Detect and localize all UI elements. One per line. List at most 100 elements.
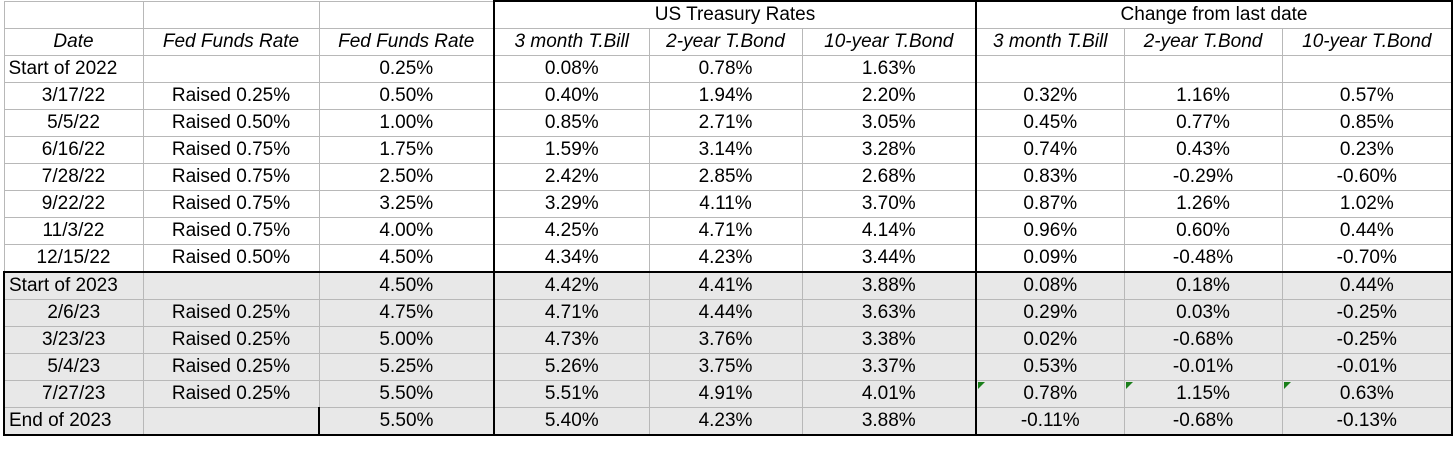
cell-change-10y[interactable]: -0.70% (1281, 244, 1454, 273)
cell-change-10y[interactable]: 1.02% (1281, 190, 1454, 218)
cell-change-3m[interactable]: 0.83% (975, 163, 1125, 191)
cell-tbond-2y[interactable]: 2.85% (648, 163, 803, 191)
cell-tbond-2y[interactable]: 1.94% (648, 82, 803, 110)
cell-tbond-10y[interactable]: 2.68% (801, 163, 978, 191)
cell-fed-rate[interactable]: 5.00% (318, 326, 495, 354)
cell-change-3m[interactable]: 0.96% (975, 217, 1125, 245)
cell-change-10y[interactable]: -0.01% (1281, 353, 1454, 381)
cell-fed-rate[interactable]: 4.50% (318, 244, 495, 273)
cell-fed-rate[interactable]: 1.00% (318, 109, 495, 137)
cell-change-3m[interactable]: 0.53% (975, 353, 1125, 381)
cell-change-10y[interactable]: 0.23% (1281, 136, 1454, 164)
cell-date[interactable]: 3/17/22 (3, 82, 144, 110)
blank-header-cell[interactable] (318, 0, 495, 29)
cell-fed-action[interactable]: Raised 0.75% (142, 136, 320, 164)
cell-change-10y[interactable]: 0.44% (1281, 271, 1454, 300)
cell-date[interactable]: 7/27/23 (3, 380, 144, 408)
cell-tbill-3m[interactable]: 4.25% (493, 217, 650, 245)
cell-tbond-10y[interactable]: 3.05% (801, 109, 978, 137)
cell-change-10y[interactable] (1281, 55, 1454, 83)
cell-fed-action[interactable]: Raised 0.75% (142, 190, 320, 218)
column-header-change-2y[interactable]: 2-year T.Bond (1123, 28, 1283, 56)
cell-date[interactable]: 3/23/23 (3, 326, 144, 354)
column-header-tbond-10y[interactable]: 10-year T.Bond (801, 28, 978, 56)
cell-change-10y[interactable]: 0.57% (1281, 82, 1454, 110)
cell-tbill-3m[interactable]: 2.42% (493, 163, 650, 191)
cell-tbond-2y[interactable]: 3.76% (648, 326, 803, 354)
cell-tbill-3m[interactable]: 4.42% (493, 271, 650, 300)
cell-tbond-10y[interactable]: 3.38% (801, 326, 978, 354)
cell-tbond-2y[interactable]: 4.41% (648, 271, 803, 300)
cell-tbond-2y[interactable]: 3.75% (648, 353, 803, 381)
cell-date[interactable]: 5/4/23 (3, 353, 144, 381)
cell-change-3m[interactable]: 0.87% (975, 190, 1125, 218)
cell-change-2y[interactable]: -0.68% (1123, 407, 1283, 436)
cell-fed-rate[interactable]: 4.75% (318, 299, 495, 327)
cell-change-3m[interactable]: 0.74% (975, 136, 1125, 164)
cell-fed-rate[interactable]: 5.50% (318, 380, 495, 408)
cell-date[interactable]: Start of 2023 (3, 271, 144, 300)
blank-header-cell[interactable] (3, 0, 144, 29)
cell-tbond-10y[interactable]: 2.20% (801, 82, 978, 110)
cell-tbill-3m[interactable]: 5.40% (493, 407, 650, 436)
cell-fed-action[interactable]: Raised 0.25% (142, 326, 320, 354)
blank-header-cell[interactable] (142, 0, 320, 29)
cell-tbond-2y[interactable]: 2.71% (648, 109, 803, 137)
cell-change-3m[interactable]: 0.29% (975, 299, 1125, 327)
cell-change-2y[interactable]: -0.01% (1123, 353, 1283, 381)
cell-fed-rate[interactable]: 0.25% (318, 55, 495, 83)
cell-fed-action[interactable]: Raised 0.50% (142, 244, 320, 273)
cell-change-3m[interactable]: 0.08% (975, 271, 1125, 300)
cell-date[interactable]: Start of 2022 (3, 55, 144, 83)
cell-fed-action[interactable] (142, 407, 320, 436)
cell-change-2y[interactable]: 1.15% (1123, 380, 1283, 408)
cell-tbill-3m[interactable]: 0.40% (493, 82, 650, 110)
treasury-group-header[interactable]: US Treasury Rates (492, 0, 978, 29)
cell-tbill-3m[interactable]: 5.51% (493, 380, 650, 408)
cell-change-2y[interactable]: 0.77% (1123, 109, 1283, 137)
cell-change-3m[interactable]: 0.45% (975, 109, 1125, 137)
cell-change-10y[interactable]: -0.60% (1281, 163, 1454, 191)
change-group-header[interactable]: Change from last date (975, 0, 1454, 29)
cell-date[interactable]: 9/22/22 (3, 190, 144, 218)
cell-date[interactable]: End of 2023 (3, 407, 144, 436)
cell-fed-action[interactable]: Raised 0.25% (142, 299, 320, 327)
cell-tbond-10y[interactable]: 3.28% (801, 136, 978, 164)
cell-change-10y[interactable]: 0.44% (1281, 217, 1454, 245)
cell-fed-action[interactable]: Raised 0.25% (142, 82, 320, 110)
cell-fed-rate[interactable]: 3.25% (318, 190, 495, 218)
cell-change-3m[interactable]: 0.78% (975, 380, 1125, 408)
cell-tbond-10y[interactable]: 3.70% (801, 190, 978, 218)
cell-date[interactable]: 7/28/22 (3, 163, 144, 191)
cell-fed-rate[interactable]: 0.50% (318, 82, 495, 110)
cell-tbill-3m[interactable]: 4.73% (493, 326, 650, 354)
cell-tbond-2y[interactable]: 4.71% (648, 217, 803, 245)
column-header-date[interactable]: Date (3, 28, 144, 56)
column-header-tbill-3m[interactable]: 3 month T.Bill (493, 28, 650, 56)
cell-tbond-10y[interactable]: 3.37% (801, 353, 978, 381)
cell-tbond-2y[interactable]: 4.91% (648, 380, 803, 408)
cell-fed-rate[interactable]: 4.50% (318, 271, 495, 300)
column-header-fed-action[interactable]: Fed Funds Rate (142, 28, 320, 56)
cell-fed-action[interactable] (142, 55, 320, 83)
cell-change-2y[interactable]: -0.68% (1123, 326, 1283, 354)
column-header-tbond-2y[interactable]: 2-year T.Bond (648, 28, 803, 56)
cell-tbond-10y[interactable]: 1.63% (801, 55, 978, 83)
cell-tbill-3m[interactable]: 1.59% (493, 136, 650, 164)
cell-fed-action[interactable]: Raised 0.75% (142, 163, 320, 191)
cell-fed-action[interactable]: Raised 0.25% (142, 380, 320, 408)
cell-fed-action[interactable]: Raised 0.75% (142, 217, 320, 245)
cell-tbill-3m[interactable]: 4.34% (493, 244, 650, 273)
column-header-change-3m[interactable]: 3 month T.Bill (975, 28, 1125, 56)
cell-tbond-10y[interactable]: 4.14% (801, 217, 978, 245)
cell-change-2y[interactable]: 0.18% (1123, 271, 1283, 300)
cell-change-10y[interactable]: -0.13% (1281, 407, 1454, 436)
cell-tbond-2y[interactable]: 4.23% (648, 407, 803, 436)
cell-change-10y[interactable]: -0.25% (1281, 326, 1454, 354)
column-header-change-10y[interactable]: 10-year T.Bond (1281, 28, 1454, 56)
cell-fed-rate[interactable]: 4.00% (318, 217, 495, 245)
cell-change-2y[interactable]: 1.16% (1123, 82, 1283, 110)
cell-date[interactable]: 6/16/22 (3, 136, 144, 164)
cell-change-10y[interactable]: 0.63% (1281, 380, 1454, 408)
cell-fed-rate[interactable]: 2.50% (318, 163, 495, 191)
